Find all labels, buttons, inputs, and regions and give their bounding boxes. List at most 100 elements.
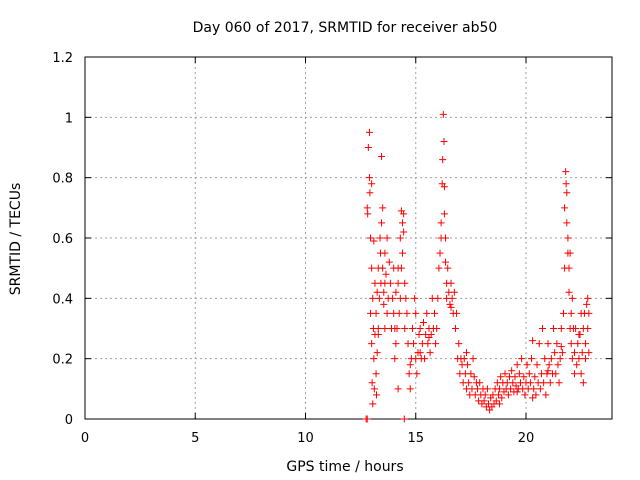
- data-point: [373, 349, 381, 357]
- data-point: [372, 370, 380, 378]
- data-point: [413, 370, 421, 378]
- data-point: [509, 379, 517, 387]
- data-point: [561, 204, 569, 212]
- data-point: [552, 370, 560, 378]
- data-point: [389, 294, 397, 302]
- data-point: [369, 400, 377, 408]
- data-point: [368, 379, 376, 387]
- data-point: [575, 355, 583, 363]
- data-point: [515, 370, 523, 378]
- data-point: [553, 340, 561, 348]
- data-point: [440, 210, 448, 218]
- data-point: [532, 391, 540, 399]
- x-tick-labels: 0 5 10 15 20: [81, 431, 534, 446]
- data-point: [415, 331, 423, 339]
- data-point: [401, 279, 409, 287]
- data-point: [376, 234, 384, 242]
- data-point: [460, 355, 468, 363]
- data-point: [584, 294, 592, 302]
- data-point: [501, 370, 509, 378]
- x-tick-label: 10: [297, 431, 314, 446]
- y-tick-label: 0.2: [52, 353, 73, 368]
- data-point: [521, 391, 529, 399]
- data-point: [378, 219, 386, 227]
- data-point: [442, 234, 450, 242]
- data-point: [577, 370, 585, 378]
- data-point: [436, 249, 444, 257]
- data-point: [481, 391, 489, 399]
- axis-ticks: [84, 56, 612, 420]
- data-point: [469, 355, 477, 363]
- data-point: [480, 397, 488, 405]
- chart-title: Day 060 of 2017, SRMTID for receiver ab5…: [193, 20, 498, 36]
- y-tick-label: 1.2: [52, 51, 73, 66]
- data-point: [421, 355, 429, 363]
- data-point: [551, 349, 559, 357]
- data-point: [430, 309, 438, 317]
- data-point: [394, 279, 402, 287]
- data-point: [558, 349, 566, 357]
- data-point: [446, 300, 454, 308]
- data-point: [399, 249, 407, 257]
- data-point: [557, 343, 565, 351]
- grid: [85, 57, 612, 419]
- data-point: [578, 349, 586, 357]
- data-point: [435, 264, 443, 272]
- data-point: [508, 367, 516, 375]
- data-point: [368, 340, 376, 348]
- data-point: [419, 318, 427, 326]
- data-point: [462, 349, 470, 357]
- data-point: [381, 249, 389, 257]
- data-point: [451, 325, 459, 332]
- data-point: [447, 303, 455, 311]
- data-point: [447, 279, 455, 287]
- data-point: [575, 331, 583, 339]
- data-point: [403, 309, 411, 317]
- data-point: [455, 340, 463, 348]
- data-point: [383, 309, 391, 317]
- data-point: [375, 294, 383, 302]
- data-point: [546, 379, 554, 387]
- data-point: [416, 325, 424, 332]
- data-point: [395, 309, 403, 317]
- data-point: [585, 309, 593, 317]
- data-point: [411, 294, 419, 302]
- data-point: [562, 180, 570, 188]
- data-point: [370, 355, 378, 363]
- x-axis-label: GPS time / hours: [286, 459, 403, 475]
- data-points: [362, 110, 593, 423]
- data-point: [464, 361, 472, 369]
- y-tick-label: 0.4: [52, 292, 73, 307]
- data-point: [406, 361, 414, 369]
- data-point: [504, 391, 512, 399]
- data-point: [406, 385, 414, 393]
- data-point: [568, 294, 576, 302]
- data-point: [365, 174, 373, 182]
- data-point: [372, 309, 380, 317]
- data-point: [507, 385, 515, 393]
- data-point: [541, 355, 549, 363]
- data-point: [432, 340, 440, 348]
- data-point: [559, 309, 567, 317]
- data-point: [530, 385, 538, 393]
- data-point: [416, 349, 424, 357]
- data-point: [539, 325, 547, 332]
- data-point: [492, 397, 500, 405]
- data-point: [582, 340, 590, 348]
- data-point: [542, 391, 550, 399]
- plot-frame: [84, 56, 613, 420]
- data-point: [368, 180, 376, 188]
- data-point: [567, 309, 575, 317]
- data-point: [470, 373, 478, 381]
- data-point: [571, 370, 579, 378]
- data-point: [535, 340, 543, 348]
- data-point: [563, 189, 571, 197]
- data-point: [529, 394, 537, 402]
- data-point: [494, 391, 502, 399]
- data-point: [374, 325, 382, 332]
- data-point: [394, 264, 402, 272]
- data-point: [518, 355, 526, 363]
- data-point: [476, 379, 484, 387]
- data-point: [382, 270, 390, 278]
